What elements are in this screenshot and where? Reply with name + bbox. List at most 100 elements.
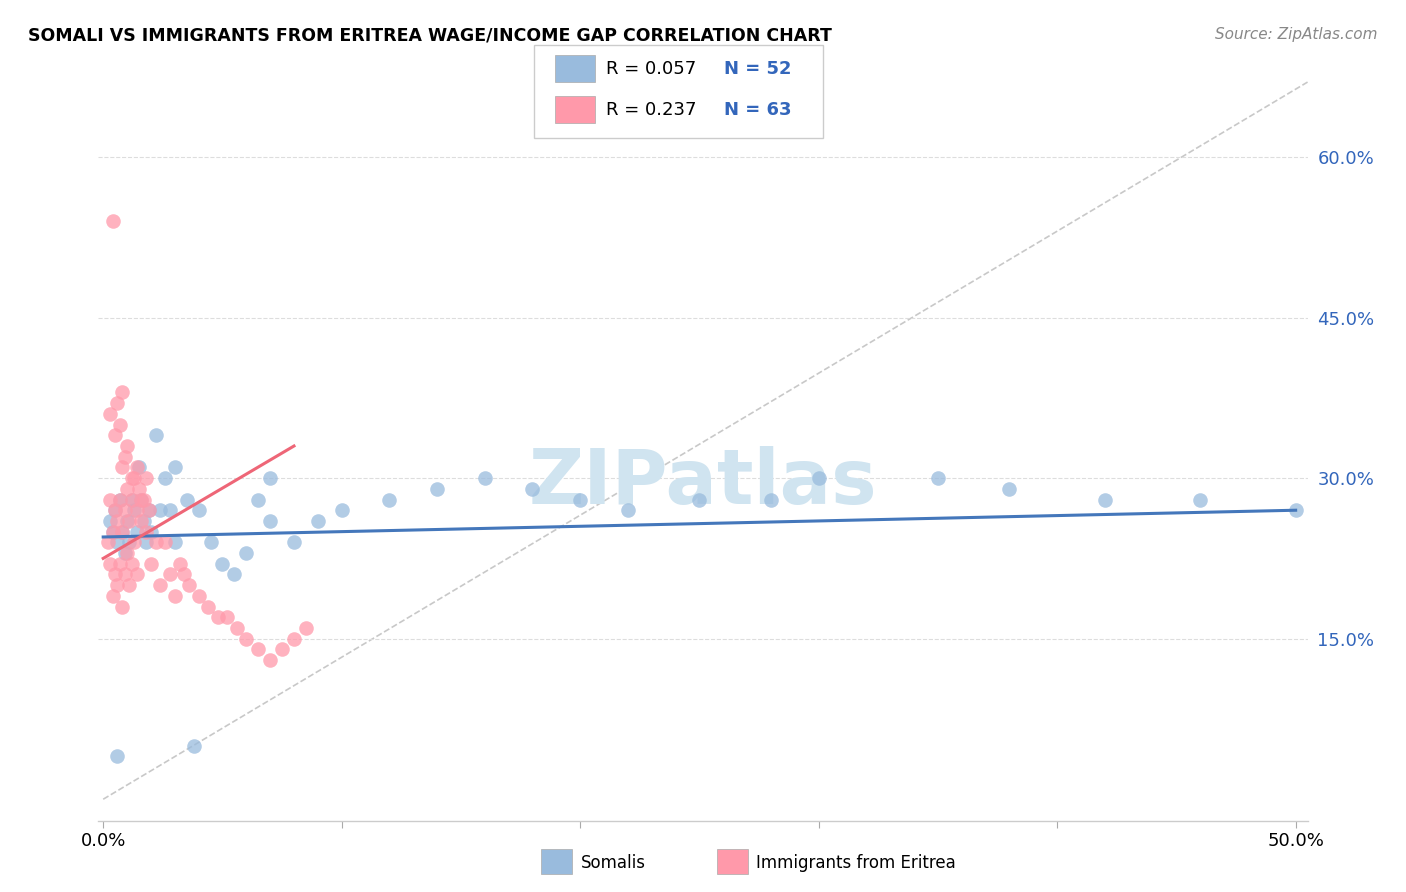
Point [108,417,131,432]
Text: Source: ZipAtlas.com: Source: ZipAtlas.com [1215,27,1378,42]
Point [153,471,176,485]
Point [1094,492,1116,507]
Text: N = 63: N = 63 [724,101,792,119]
Point [688,492,710,507]
Text: ZIPatlas: ZIPatlas [529,447,877,520]
Point [125,503,148,517]
Point [135,535,157,549]
Point [104,428,127,442]
Point [115,482,138,496]
Point [176,492,198,507]
Point [149,578,172,592]
Point [107,514,129,528]
Point [271,642,294,657]
Point [217,610,239,624]
Point [107,396,129,410]
Point [135,471,157,485]
Point [122,471,145,485]
Point [927,471,949,485]
Point [125,460,148,475]
Point [111,460,134,475]
Point [121,492,143,507]
Point [128,482,150,496]
Point [131,514,153,528]
Text: Immigrants from Eritrea: Immigrants from Eritrea [756,854,956,871]
Point [131,492,153,507]
Point [111,599,134,614]
Point [247,642,270,657]
Point [115,546,138,560]
Point [145,428,167,442]
Point [115,514,138,528]
Point [169,557,191,571]
Point [114,567,136,582]
Text: R = 0.237: R = 0.237 [606,101,696,119]
Point [107,749,129,764]
Point [131,492,153,507]
Point [132,514,155,528]
Point [207,610,229,624]
Point [163,535,186,549]
Point [139,524,162,539]
Point [108,492,131,507]
Point [98,407,121,421]
Point [121,557,143,571]
Point [159,567,181,582]
Point [159,503,181,517]
Point [283,632,305,646]
Point [101,214,124,228]
Point [807,471,830,485]
Point [138,503,160,517]
Point [111,385,134,400]
Point [111,524,134,539]
Text: N = 52: N = 52 [724,60,792,78]
Point [125,524,148,539]
Point [295,621,318,635]
Point [177,578,200,592]
Point [259,471,281,485]
Point [187,503,209,517]
Point [125,567,148,582]
Point [149,503,172,517]
Point [118,578,141,592]
Point [330,503,353,517]
Point [108,492,131,507]
Point [247,492,270,507]
Point [104,503,127,517]
Point [759,492,782,507]
Point [122,503,145,517]
Point [121,492,143,507]
Point [101,524,124,539]
Point [197,599,219,614]
Text: SOMALI VS IMMIGRANTS FROM ERITREA WAGE/INCOME GAP CORRELATION CHART: SOMALI VS IMMIGRANTS FROM ERITREA WAGE/I… [28,27,832,45]
Text: Somalis: Somalis [581,854,645,871]
Point [97,535,120,549]
Point [121,471,143,485]
Point [569,492,592,507]
Point [225,621,247,635]
Point [101,589,124,603]
Point [122,535,145,549]
Point [1189,492,1212,507]
Point [107,535,129,549]
Point [118,535,141,549]
Point [163,589,186,603]
Point [235,546,257,560]
Point [132,492,155,507]
Point [173,567,195,582]
Point [426,482,449,496]
Point [118,514,141,528]
Point [98,514,121,528]
Point [163,460,186,475]
Point [259,514,281,528]
Point [211,557,233,571]
Point [135,524,157,539]
Point [200,535,222,549]
Point [617,503,640,517]
Point [283,535,305,549]
Point [114,546,136,560]
Point [98,492,121,507]
Point [235,632,257,646]
Text: R = 0.057: R = 0.057 [606,60,696,78]
Point [104,503,127,517]
